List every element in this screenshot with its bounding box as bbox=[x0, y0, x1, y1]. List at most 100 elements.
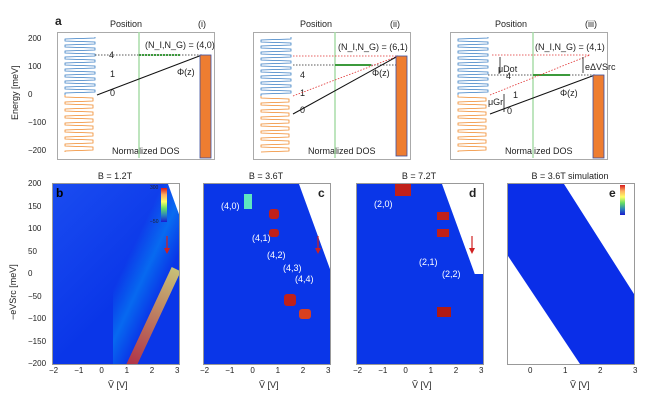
panel-ii-level-0: 0 bbox=[300, 105, 306, 115]
annotation-4-3: (4,3) bbox=[283, 263, 302, 273]
panel-ii-roman: (ii) bbox=[390, 19, 400, 29]
panel-i-phi: Φ(z) bbox=[177, 67, 195, 77]
panel-iii-level-1: 1 bbox=[513, 90, 519, 100]
x-tick: 1 bbox=[124, 366, 130, 375]
x-tick: 3 bbox=[175, 366, 180, 375]
panel-iii-roman: (iii) bbox=[585, 19, 597, 29]
panel-i-drawing bbox=[64, 32, 212, 159]
panel-c-red-arrow bbox=[315, 236, 321, 254]
panel-i-state-label: (N_I,N_G) = (4,0) bbox=[145, 40, 215, 50]
annotation-4-2: (4,2) bbox=[267, 250, 286, 260]
x-tick: 0 bbox=[403, 366, 408, 375]
panel-iii-drawing bbox=[457, 32, 605, 159]
bottom-y-tick: −150 bbox=[28, 336, 47, 346]
dos-curve bbox=[457, 37, 489, 95]
x-tick: 1 bbox=[275, 366, 281, 375]
annotation-4-0: (4,0) bbox=[221, 201, 240, 211]
panel-letter-b: b bbox=[56, 186, 64, 200]
bottom-y-tick: 50 bbox=[28, 246, 37, 256]
x-tick: 3 bbox=[326, 366, 331, 375]
panel-c-title: B = 3.6T bbox=[248, 171, 284, 181]
annotation-2-0: (2,0) bbox=[374, 199, 393, 209]
panel-iii-position-label: Position bbox=[495, 19, 528, 29]
bottom-y-tick: 150 bbox=[28, 201, 42, 211]
dos-curve bbox=[64, 95, 94, 152]
x-tick: −1 bbox=[225, 366, 235, 375]
bottom-y-axis-label: −eVSrc [meV] bbox=[8, 264, 18, 320]
panel-d-title: B = 7.2T bbox=[401, 171, 437, 181]
panel-letter-a: a bbox=[55, 14, 62, 28]
panel-i-roman: (i) bbox=[198, 19, 206, 29]
panel-e-title: B = 3.6T simulation bbox=[531, 171, 609, 181]
bottom-y-tick: 200 bbox=[28, 179, 42, 188]
x-tick: −1 bbox=[378, 366, 388, 375]
panel-i-position-label: Position bbox=[110, 19, 143, 29]
panel-e-colorbar bbox=[620, 185, 625, 215]
x-tick: 1 bbox=[563, 366, 568, 375]
dos-curve bbox=[260, 37, 292, 96]
panel-i-dos-label: Normalized DOS bbox=[112, 146, 180, 156]
dos-curve bbox=[64, 37, 96, 95]
annotation-2-1: (2,1) bbox=[419, 257, 438, 267]
panel-d-red-arrow bbox=[469, 236, 475, 254]
annotation-4-4: (4,4) bbox=[295, 274, 314, 284]
panel-iii-level-4: 4 bbox=[506, 71, 512, 81]
x-tick: 2 bbox=[598, 366, 603, 375]
panel-b-red-arrow bbox=[164, 236, 170, 254]
panel-ii-state-label: (N_I,N_G) = (6,1) bbox=[338, 42, 408, 52]
annotation-4-1: (4,1) bbox=[252, 233, 271, 243]
x-tick: 2 bbox=[453, 366, 459, 375]
panel-ii bbox=[253, 32, 411, 160]
panel-b-colorbar-min: −50 bbox=[150, 219, 159, 225]
x-tick: −1 bbox=[74, 366, 84, 375]
panel-e-heatmap bbox=[507, 183, 635, 365]
panel-i-phi-line bbox=[96, 54, 203, 96]
x-tick: 3 bbox=[633, 366, 638, 375]
panel-ii-drawing bbox=[260, 32, 408, 158]
panel-iii-mu-dot: μDot bbox=[498, 64, 518, 74]
panel-i-level-4: 4 bbox=[109, 50, 115, 60]
x-tick: 3 bbox=[479, 366, 484, 375]
panel-b-colorbar bbox=[161, 188, 167, 222]
top-y-tick: 0 bbox=[28, 90, 33, 99]
top-y-axis-label: Energy [meV] bbox=[10, 65, 20, 120]
bottom-y-tick: −200 bbox=[28, 359, 47, 368]
panel-iii-mu-gr: μGr bbox=[488, 97, 504, 107]
top-y-tick: −200 bbox=[28, 146, 47, 155]
annotation-2-2: (2,2) bbox=[442, 269, 461, 279]
panel-letter-c: c bbox=[318, 186, 325, 200]
x-tick: 2 bbox=[149, 366, 155, 375]
panel-ii-level-1: 1 bbox=[300, 88, 306, 98]
x-tick: 0 bbox=[250, 366, 255, 375]
panel-b-heatmap bbox=[52, 183, 180, 365]
bottom-y-tick: −100 bbox=[28, 314, 47, 323]
x-tick: 2 bbox=[300, 366, 306, 375]
panel-iii-e-delta-v: eΔVSrc bbox=[585, 62, 616, 72]
x-tick: 1 bbox=[428, 366, 434, 375]
top-y-tick: −100 bbox=[28, 118, 47, 127]
panel-letter-e: e bbox=[609, 186, 616, 200]
bottom-y-tick: −50 bbox=[28, 291, 42, 301]
dos-curve bbox=[457, 95, 487, 152]
panel-i-bar bbox=[199, 54, 212, 159]
panel-b-colorbar-max: 300 bbox=[150, 185, 159, 191]
panel-i-level-0: 0 bbox=[110, 88, 116, 98]
panel-ii-phi: Φ(z) bbox=[372, 68, 390, 78]
panel-ii-level-4: 4 bbox=[300, 70, 306, 80]
panel-letter-d: d bbox=[469, 186, 477, 200]
panel-c-heatmap bbox=[203, 183, 331, 365]
panel-iii-dos-label: Normalized DOS bbox=[505, 146, 573, 156]
x-tick: 0 bbox=[528, 366, 533, 375]
panel-i bbox=[57, 32, 215, 160]
panel-iii bbox=[450, 32, 608, 160]
panel-b-xlabel: Ṽ [V] bbox=[108, 380, 128, 390]
x-tick: −2 bbox=[353, 366, 363, 375]
panel-d-heatmap bbox=[356, 183, 484, 365]
dos-curve bbox=[260, 96, 290, 153]
panel-d-xlabel: Ṽ [V] bbox=[412, 380, 432, 390]
top-y-tick: 100 bbox=[28, 62, 42, 71]
bottom-y-tick: 0 bbox=[28, 269, 33, 278]
top-y-tick: 200 bbox=[28, 34, 42, 43]
panel-b-title: B = 1.2T bbox=[97, 171, 133, 181]
panel-i-level-1: 1 bbox=[110, 69, 116, 79]
